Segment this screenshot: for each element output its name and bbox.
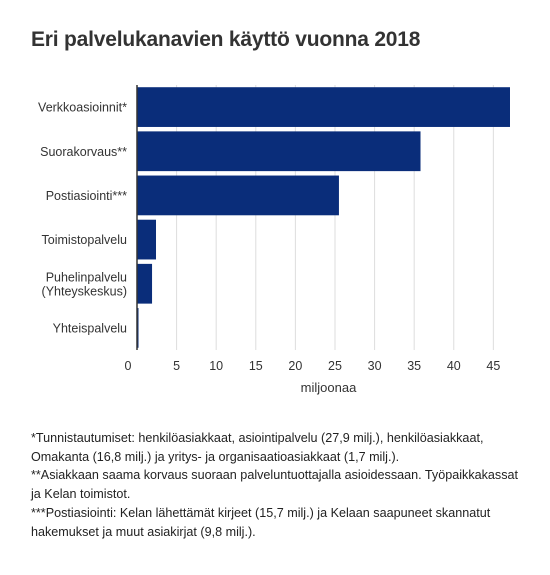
category-label: Verkkoasioinnit* [38, 101, 127, 115]
x-tick-label: 30 [368, 359, 382, 373]
x-tick-label: 5 [173, 359, 180, 373]
bar [137, 263, 153, 304]
bar-chart: Verkkoasioinnit* Suorakorvaus** Postiasioi… [38, 85, 510, 395]
category-label: Suorakorvaus** [40, 145, 127, 159]
category-label: Postiasiointi*** [46, 189, 127, 203]
x-tick-label: 25 [328, 359, 342, 373]
footnote-2: **Asiakkaan saama korvaus suoraan palvel… [31, 468, 519, 502]
footnotes: *Tunnistautumiset: henkilöasiakkaat, asi… [31, 429, 531, 541]
x-tick-label: 15 [249, 359, 263, 373]
bar [137, 175, 339, 216]
footnote-3: ***Postiasiointi: Kelan lähettämät kirje… [31, 505, 491, 539]
x-tick-label: 0 [125, 359, 132, 373]
x-tick-label: 35 [407, 359, 421, 373]
category-label: Yhteispalvelu [53, 321, 127, 335]
x-axis-label: miljoonaa [301, 380, 357, 395]
footnote-1: *Tunnistautumiset: henkilöasiakkaat, asi… [31, 431, 484, 464]
x-tick-label: 40 [447, 359, 461, 373]
chart-title: Eri palvelukanavien käyttö vuonna 2018 [31, 28, 421, 51]
bar [137, 219, 157, 260]
bar [137, 131, 421, 172]
x-tick-label: 45 [486, 359, 500, 373]
x-tick-label: 10 [209, 359, 223, 373]
category-label: Toimistopalvelu [42, 233, 128, 247]
bar [137, 87, 510, 127]
category-label: Puhelinpalvelu (Yhteyskeskus) [42, 270, 127, 298]
x-tick-label: 20 [288, 359, 302, 373]
